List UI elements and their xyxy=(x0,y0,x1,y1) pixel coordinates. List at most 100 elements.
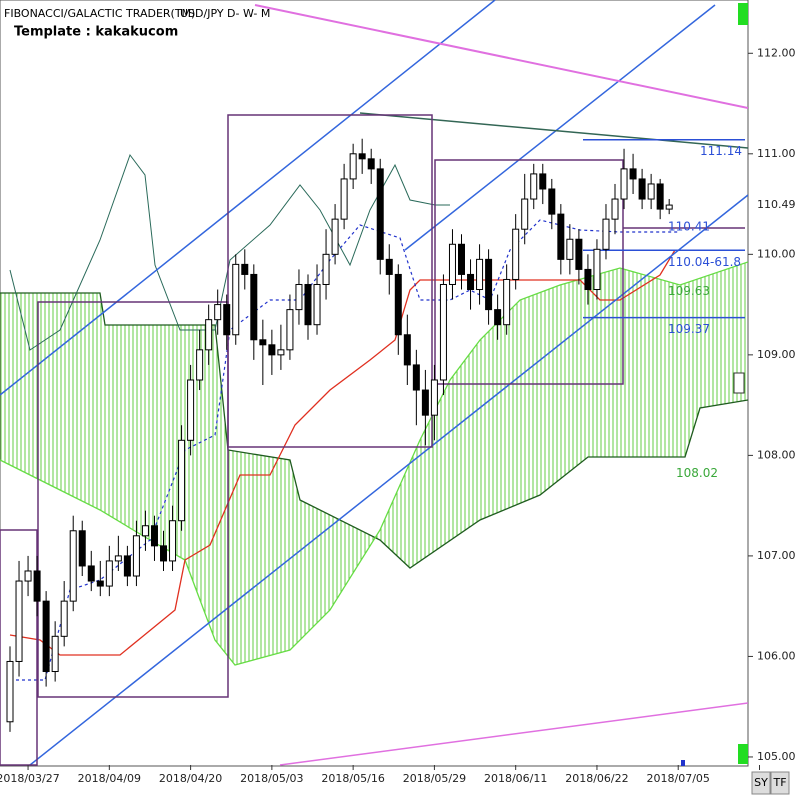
candle-body xyxy=(277,349,285,356)
candle-body xyxy=(51,635,59,673)
candle-body xyxy=(232,263,240,336)
y-tick-label: 112.00 xyxy=(757,46,796,59)
title: FIBONACCI/GALACTIC TRADER(TM) xyxy=(4,7,195,20)
box xyxy=(434,159,624,385)
x-tick-label: 2018/05/16 xyxy=(321,772,384,785)
candle-body xyxy=(647,183,655,200)
candle-body xyxy=(458,243,465,275)
x-tick-label: 2018/04/09 xyxy=(78,772,141,785)
y-tick-label: 105.00 xyxy=(757,750,796,763)
candle-body xyxy=(178,439,186,522)
candle-body xyxy=(521,198,529,230)
candle-body xyxy=(503,278,511,326)
candle-body xyxy=(539,173,547,190)
marker xyxy=(681,760,685,766)
candle-body xyxy=(430,379,438,416)
x-tick-label: 2018/06/11 xyxy=(484,772,547,785)
candle-body xyxy=(78,530,86,567)
candle-body xyxy=(385,258,393,275)
annotation: 110.04-61.8 xyxy=(668,255,741,269)
candle-body xyxy=(512,228,520,280)
trendline xyxy=(404,4,716,251)
y-tick-label: 108.00 xyxy=(757,448,796,461)
candle-body xyxy=(60,600,68,637)
annotation: 109.63 xyxy=(668,284,710,298)
candle-body xyxy=(620,168,628,200)
overlays xyxy=(0,0,748,766)
x-tick-label: 2018/04/20 xyxy=(159,772,222,785)
candle-body xyxy=(87,565,95,582)
candle-body xyxy=(304,283,312,326)
candle-body xyxy=(196,349,204,381)
candle-body xyxy=(286,309,294,351)
candle-body xyxy=(494,309,502,326)
box xyxy=(227,114,433,448)
candle-body xyxy=(123,555,131,577)
candle-body xyxy=(421,389,429,416)
chikou xyxy=(9,153,450,351)
candle-body xyxy=(448,243,456,285)
candle-body xyxy=(566,238,574,260)
candle-body xyxy=(295,283,303,311)
candle-body xyxy=(259,339,267,346)
candle-body xyxy=(358,153,366,160)
candle-body xyxy=(485,258,493,311)
candle-body xyxy=(629,168,637,180)
candle-body xyxy=(638,178,646,200)
y-tick-label: 111.00 xyxy=(757,147,796,160)
annotation: 108.02 xyxy=(676,466,718,480)
candle-body xyxy=(96,580,104,587)
candle-body xyxy=(187,379,195,441)
candle-body xyxy=(367,158,375,170)
icon xyxy=(733,372,745,394)
candle-body xyxy=(376,168,384,260)
candle-body xyxy=(150,525,158,547)
y-tick-label: 106.00 xyxy=(757,649,796,662)
marks xyxy=(6,138,745,732)
candle-body xyxy=(141,525,149,537)
candle-body xyxy=(602,218,610,250)
candle-body xyxy=(403,334,411,366)
candle-body xyxy=(584,268,592,291)
y-tick-label: 107.00 xyxy=(757,549,796,562)
senkou-a xyxy=(0,261,748,666)
candle-body xyxy=(6,660,14,723)
candle-body xyxy=(223,304,231,336)
candle-body xyxy=(412,364,420,391)
trendline xyxy=(254,4,748,109)
candle-body xyxy=(467,273,475,291)
candle-body xyxy=(394,273,402,336)
y-tick-label: 109.00 xyxy=(757,348,796,361)
box xyxy=(37,301,229,698)
trendline xyxy=(0,0,496,396)
candle-body xyxy=(205,319,213,351)
sy-label: SY xyxy=(754,776,768,789)
candle-body xyxy=(593,248,601,291)
x-tick-label: 2018/06/22 xyxy=(565,772,628,785)
sy-button[interactable] xyxy=(751,771,771,795)
candle-body xyxy=(132,535,140,577)
symbol: USD/JPY D- W- M xyxy=(180,7,270,20)
candle-body xyxy=(69,530,77,602)
trendline xyxy=(29,194,748,766)
marker xyxy=(738,3,748,25)
candle-body xyxy=(557,213,565,260)
candle-body xyxy=(439,283,447,381)
candle-body xyxy=(313,283,321,326)
candle-body xyxy=(214,304,222,321)
candle-body xyxy=(114,555,122,562)
candle-body xyxy=(160,545,168,562)
candle-body xyxy=(575,238,583,270)
tf-button[interactable] xyxy=(770,771,790,795)
candle-body xyxy=(268,344,276,356)
x-tick-label: 2018/07/05 xyxy=(647,772,710,785)
candle-body xyxy=(15,580,23,662)
candle-body xyxy=(611,198,619,220)
senkou-b xyxy=(0,292,748,569)
candle-body xyxy=(169,520,177,562)
x-tick-label: 2018/05/03 xyxy=(240,772,303,785)
annotation: 110.41 xyxy=(668,220,710,234)
candle-body xyxy=(665,204,673,210)
candle-body xyxy=(42,600,50,673)
